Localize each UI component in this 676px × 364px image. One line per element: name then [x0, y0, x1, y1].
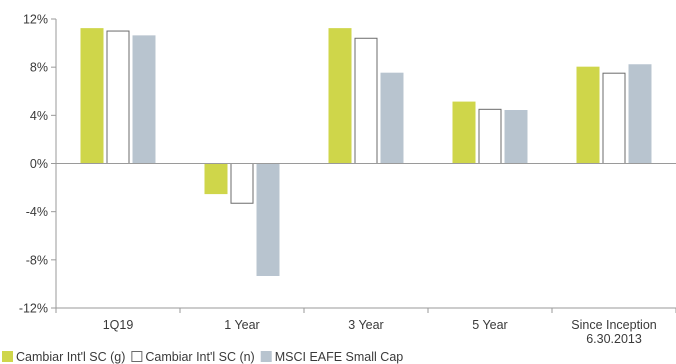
y-tick-label: 12%: [23, 13, 48, 27]
bar: [328, 28, 352, 165]
bar: [504, 110, 528, 165]
bar: [204, 163, 228, 195]
y-tick-label: 4%: [30, 109, 48, 123]
bar: [380, 72, 404, 164]
bar: [478, 108, 502, 164]
bar: [106, 30, 130, 164]
legend-label: MSCI EAFE Small Cap: [275, 350, 404, 364]
y-tick-label: -4%: [26, 205, 48, 219]
bar: [132, 35, 156, 165]
y-tick-label: -12%: [19, 302, 48, 316]
x-tick-label: 5 Year: [472, 318, 507, 332]
bar: [80, 28, 104, 165]
legend-swatch: [2, 351, 13, 362]
bar: [628, 64, 652, 164]
bar: [354, 37, 378, 164]
bar: [230, 163, 254, 204]
x-tick-label: 1Q19: [103, 318, 134, 332]
legend-swatch: [131, 351, 143, 362]
x-tick-label: 6.30.2013: [586, 332, 642, 346]
x-axis: 1Q19 1 Year 3 Year 5 Year Since Inception6.3…: [55, 163, 676, 346]
bar: [602, 72, 626, 164]
bar: [452, 101, 476, 164]
legend-swatch: [260, 351, 272, 362]
x-tick-label: 3 Year: [348, 318, 383, 332]
y-tick-label: 0%: [30, 157, 48, 171]
y-tick-label: 8%: [30, 61, 48, 75]
y-tick-label: -8%: [26, 253, 48, 267]
bars-group: [80, 28, 652, 276]
legend-label: Cambiar Int'l SC (g): [16, 350, 125, 364]
bar: [256, 163, 280, 276]
x-tick-label: Since Inception: [571, 318, 657, 332]
bar: [576, 66, 600, 164]
legend: Cambiar Int'l SC (g) Cambiar Int'l SC (n)…: [2, 350, 404, 364]
x-tick-label: 1 Year: [224, 318, 259, 332]
y-axis: -12% -8% -4% 0% 4% 8% 12%: [19, 13, 57, 316]
legend-label: Cambiar Int'l SC (n): [145, 350, 254, 364]
